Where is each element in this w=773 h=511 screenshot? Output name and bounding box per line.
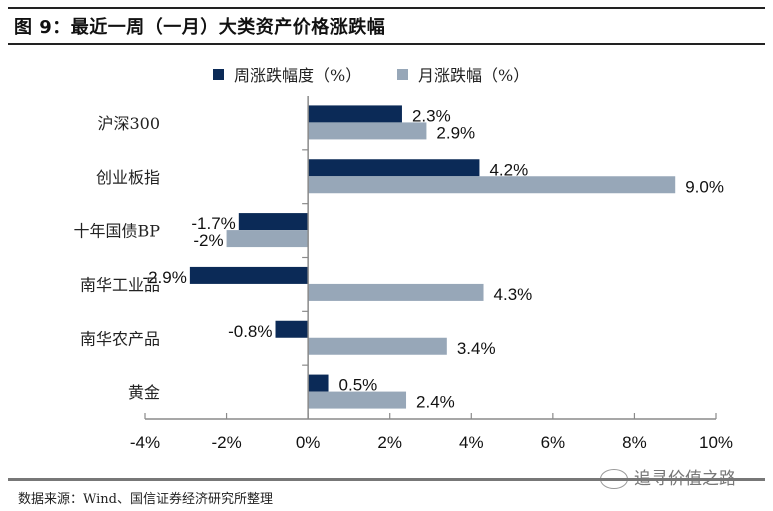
top-rule (8, 7, 765, 9)
category-label: 南华工业品 (80, 275, 160, 294)
x-tick-label: 2% (377, 433, 402, 452)
data-label: 4.3% (494, 285, 533, 304)
data-label: -2% (193, 231, 223, 250)
data-label: 2.3% (412, 106, 451, 125)
x-tick-label: 10% (699, 433, 733, 452)
data-label: 3.4% (457, 339, 496, 358)
data-label: -2.9% (142, 268, 186, 287)
bar-monthly (226, 230, 309, 248)
bar-monthly (308, 176, 676, 194)
legend-swatch-weekly (213, 69, 224, 80)
bar-monthly (308, 391, 407, 409)
x-tick-label: 6% (541, 433, 566, 452)
data-label: -0.8% (228, 322, 272, 341)
data-label: 4.2% (489, 160, 528, 179)
bar-weekly (238, 213, 309, 231)
legend-label-monthly: 月涨跌幅（%） (418, 66, 529, 85)
bar-weekly (308, 105, 402, 123)
legend: 周涨跌幅度（%） 月涨跌幅（%） (213, 66, 529, 85)
bar-monthly (308, 122, 427, 140)
x-tick-label: -4% (130, 433, 160, 452)
bar-weekly (308, 159, 480, 177)
figure-title: 图 9：最近一周（一月）大类资产价格涨跌幅 (14, 17, 386, 38)
bar-weekly (275, 320, 309, 338)
category-label: 沪深300 (97, 114, 160, 133)
bottom-rule (8, 478, 765, 481)
watermark: 追寻价值之路 (600, 464, 736, 489)
x-tick-label: 8% (622, 433, 647, 452)
bar-weekly (308, 374, 329, 392)
category-label: 南华农产品 (80, 329, 160, 348)
category-label: 十年国债BP (73, 222, 160, 241)
data-label: 9.0% (685, 177, 724, 196)
x-tick-label: -2% (211, 433, 241, 452)
category-label: 黄金 (128, 383, 160, 402)
source-note: 数据来源：Wind、国信证券经济研究所整理 (18, 492, 273, 507)
data-label: 2.4% (416, 393, 455, 412)
bar-weekly (189, 266, 309, 284)
x-tick-label: 4% (459, 433, 484, 452)
legend-label-weekly: 周涨跌幅度（%） (234, 66, 361, 85)
bar-monthly (308, 283, 484, 301)
x-tick-label: 0% (296, 433, 321, 452)
category-label: 创业板指 (96, 168, 160, 187)
legend-swatch-monthly (397, 69, 408, 80)
data-label: 2.9% (436, 123, 475, 142)
bar-monthly (308, 337, 447, 355)
data-label: -1.7% (191, 214, 235, 233)
data-label: 0.5% (339, 376, 378, 395)
title-rule (8, 43, 765, 45)
